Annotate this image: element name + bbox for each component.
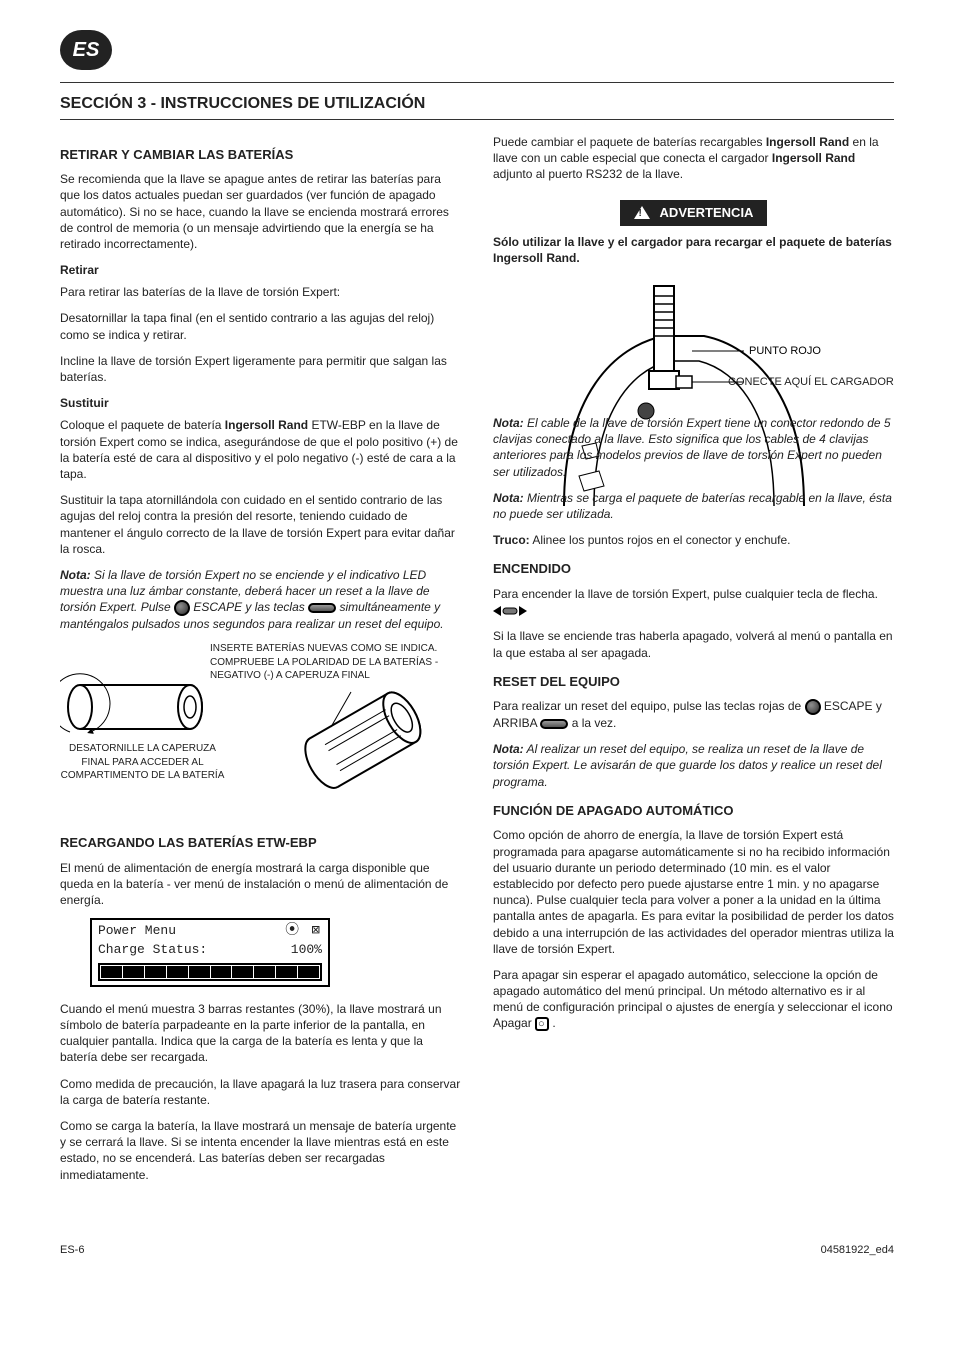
language-badge: ES bbox=[60, 30, 112, 70]
text: Para encender la llave de torsión Expert… bbox=[493, 587, 878, 601]
up-pill-icon bbox=[308, 603, 336, 613]
two-column-layout: RETIRAR Y CAMBIAR LAS BATERÍAS Se recomi… bbox=[60, 134, 894, 1193]
text: Puede cambiar el paquete de baterías rec… bbox=[493, 135, 766, 149]
para: Se recomienda que la llave se apague ant… bbox=[60, 171, 461, 252]
para: Puede cambiar el paquete de baterías rec… bbox=[493, 134, 894, 183]
heading-reset: RESET DEL EQUIPO bbox=[493, 673, 894, 691]
text: Sólo utilizar la llave y el cargador par… bbox=[493, 235, 892, 265]
text: adjunto al puerto RS232 de la llave. bbox=[493, 167, 683, 181]
text: . bbox=[549, 1016, 556, 1030]
para: Para realizar un reset del equipo, pulse… bbox=[493, 698, 894, 731]
rule-top bbox=[60, 82, 894, 83]
heading-retirar-cambiar: RETIRAR Y CAMBIAR LAS BATERÍAS bbox=[60, 146, 461, 164]
section-title: SECCIÓN 3 - INSTRUCCIONES DE UTILIZACIÓN bbox=[60, 93, 894, 120]
text: Coloque el paquete de batería bbox=[60, 418, 225, 432]
para: Incline la llave de torsión Expert liger… bbox=[60, 353, 461, 385]
note-label: Nota: bbox=[493, 416, 524, 430]
warning-label: ADVERTENCIA bbox=[660, 204, 754, 222]
note-text: Al realizar un reset del equipo, se real… bbox=[493, 742, 882, 788]
lcd-display: Power Menu ⦿ ⊠ Charge Status: 100% bbox=[90, 918, 330, 986]
lcd-row: Power Menu ⦿ ⊠ bbox=[96, 922, 324, 941]
para: Coloque el paquete de batería Ingersoll … bbox=[60, 417, 461, 482]
para: El menú de alimentación de energía mostr… bbox=[60, 860, 461, 909]
label-punto-rojo: PUNTO ROJO bbox=[749, 345, 821, 357]
heading-recargando: RECARGANDO LAS BATERÍAS ETW-EBP bbox=[60, 834, 461, 852]
footer-right: 04581922_ed4 bbox=[821, 1243, 894, 1258]
label-conecte: CONECTE AQUÍ EL CARGADOR bbox=[728, 375, 908, 390]
para: Como opción de ahorro de energía, la lla… bbox=[493, 827, 894, 957]
lcd-status-label: Charge Status: bbox=[98, 941, 207, 959]
para: Como se carga la batería, la llave mostr… bbox=[60, 1118, 461, 1183]
heading-sustituir: Sustituir bbox=[60, 395, 461, 411]
column-right: Puede cambiar el paquete de baterías rec… bbox=[493, 134, 894, 1193]
lcd-status-value: 100% bbox=[291, 941, 322, 959]
para: Como medida de precaución, la llave apag… bbox=[60, 1076, 461, 1108]
brand: Ingersoll Rand bbox=[766, 135, 849, 149]
para: Desatornillar la tapa final (en el senti… bbox=[60, 310, 461, 342]
heading-encendido: ENCENDIDO bbox=[493, 560, 894, 578]
para: Para encender la llave de torsión Expert… bbox=[493, 586, 894, 618]
footer-left: ES-6 bbox=[60, 1243, 84, 1258]
warning-badge: ADVERTENCIA bbox=[620, 200, 768, 226]
note-label: Nota: bbox=[493, 742, 524, 756]
escape-button-icon bbox=[805, 699, 821, 715]
note: Nota: Al realizar un reset del equipo, s… bbox=[493, 741, 894, 790]
para: Cuando el menú muestra 3 barras restante… bbox=[60, 1001, 461, 1066]
warning-text: Sólo utilizar la llave y el cargador par… bbox=[493, 234, 894, 266]
text: a la vez. bbox=[568, 716, 616, 730]
note-label: Nota: bbox=[493, 491, 524, 505]
up-pill-icon bbox=[540, 719, 568, 729]
escape-button-icon bbox=[174, 600, 190, 616]
note-label: Nota: bbox=[60, 568, 91, 582]
lcd-icons: ⦿ ⊠ bbox=[285, 922, 322, 941]
lcd-row: Charge Status: 100% bbox=[96, 941, 324, 959]
para: Si la llave se enciende tras haberla apa… bbox=[493, 628, 894, 660]
brand: Ingersoll Rand bbox=[772, 151, 855, 165]
arrow-keys-icon bbox=[493, 604, 527, 618]
para: Para apagar sin esperar el apagado autom… bbox=[493, 967, 894, 1032]
lcd-title: Power Menu bbox=[98, 922, 176, 941]
note: Nota: Si la llave de torsión Expert no s… bbox=[60, 567, 461, 632]
end-cap-icon bbox=[261, 672, 461, 822]
lcd-bar bbox=[98, 963, 322, 981]
tip-label: Truco: bbox=[493, 533, 530, 547]
warning-triangle-icon bbox=[634, 206, 650, 219]
note-text: ESCAPE y las teclas bbox=[190, 600, 308, 614]
battery-tube-icon bbox=[60, 672, 210, 742]
figure-battery: INSERTE BATERÍAS NUEVAS COMO SE INDICA. … bbox=[60, 642, 461, 822]
power-off-icon bbox=[535, 1017, 549, 1031]
tip-text: Alinee los puntos rojos en el conector y… bbox=[530, 533, 791, 547]
figure-caption-left: DESATORNILLE LA CAPERUZA FINAL PARA ACCE… bbox=[60, 742, 225, 783]
text: Para realizar un reset del equipo, pulse… bbox=[493, 699, 805, 713]
brand: Ingersoll Rand bbox=[225, 418, 308, 432]
page-footer: ES-6 04581922_ed4 bbox=[60, 1243, 894, 1258]
para: Para retirar las baterías de la llave de… bbox=[60, 284, 461, 300]
column-left: RETIRAR Y CAMBIAR LAS BATERÍAS Se recomi… bbox=[60, 134, 461, 1193]
warning-wrap: ADVERTENCIA bbox=[493, 192, 894, 234]
heading-retirar: Retirar bbox=[60, 262, 461, 278]
heading-apagado: FUNCIÓN DE APAGADO AUTOMÁTICO bbox=[493, 802, 894, 820]
para: Sustituir la tapa atornillándola con cui… bbox=[60, 492, 461, 557]
